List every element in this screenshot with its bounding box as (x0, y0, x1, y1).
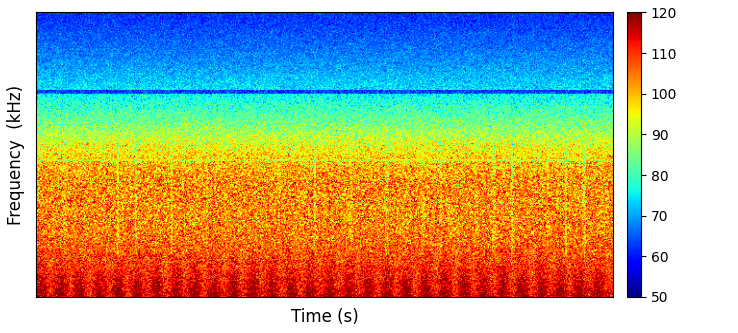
X-axis label: Time (s): Time (s) (291, 308, 359, 326)
Y-axis label: Frequency  (kHz): Frequency (kHz) (7, 85, 25, 225)
